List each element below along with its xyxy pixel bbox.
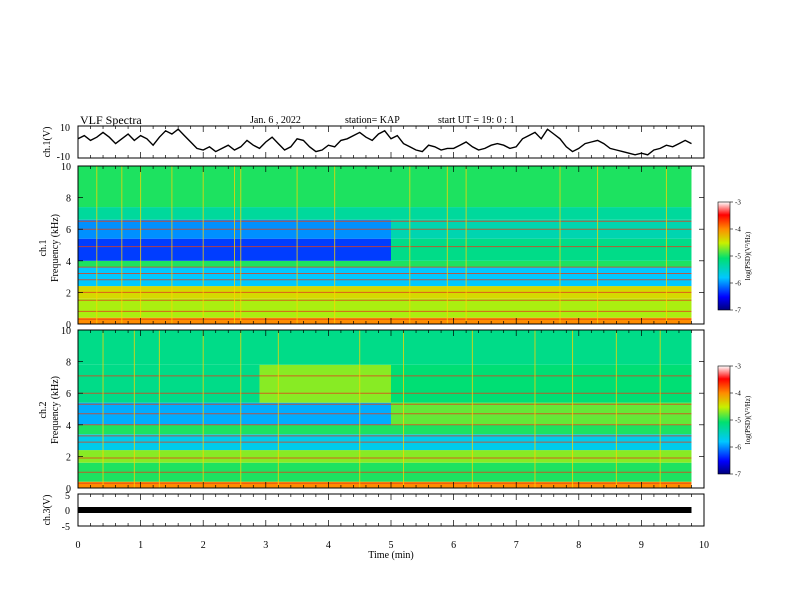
- ch1-spec-axis-label-1: ch.1: [38, 240, 49, 257]
- y-tick-label: 2: [66, 452, 71, 463]
- ch1-ytick-top: 10: [60, 123, 70, 134]
- x-tick-label: 7: [514, 540, 519, 551]
- colorbar-tick-label: -6: [735, 280, 741, 288]
- colorbar-tick-label: -5: [735, 253, 741, 261]
- ch3-voltage-axis-label: ch.3(V): [42, 495, 53, 526]
- ch1-ytick-bottom: -10: [57, 152, 70, 163]
- spectral-band: [78, 364, 260, 403]
- spectral-band: [78, 317, 692, 324]
- y-tick-label: 4: [66, 421, 71, 432]
- spectral-band: [78, 298, 692, 318]
- date-label: Jan. 6 , 2022: [250, 115, 301, 126]
- x-tick-label: 5: [389, 540, 394, 551]
- ch2-colorbar: -3 -4 -5 -6 -7 log(PSD)(V²/Hz): [717, 363, 752, 479]
- ch2-spec-axis-label-2: Frequency (kHz): [50, 376, 61, 444]
- colorbar-tick-label: -3: [735, 199, 741, 207]
- y-tick-label: 10: [61, 326, 71, 337]
- colorbar-tick-label: -7: [735, 471, 741, 479]
- ch2-colorbar-label: log(PSD)(V²/Hz): [744, 395, 752, 444]
- ch1-heatmap: [78, 166, 692, 324]
- colorbar-tick-label: -4: [735, 390, 741, 398]
- figure-title: VLF Spectra: [80, 113, 142, 127]
- y-tick-label: 6: [66, 389, 71, 400]
- x-tick-label: 0: [76, 540, 81, 551]
- ch1-colorbar-label: log(PSD)(V²/Hz): [744, 231, 752, 280]
- station-label: station= KAP: [345, 115, 400, 126]
- y-tick-label: 4: [66, 257, 71, 268]
- ch2-spec-axis-label-1: ch.2: [38, 402, 49, 419]
- x-tick-label: 6: [451, 540, 456, 551]
- spectral-band: [391, 364, 692, 403]
- x-tick-label: 2: [201, 540, 206, 551]
- spectral-band: [78, 207, 692, 220]
- colorbar-tick-label: -3: [735, 363, 741, 371]
- x-axis-label: Time (min): [368, 550, 413, 561]
- y-tick-label: 2: [66, 288, 71, 299]
- ch3-ytick-bottom: -5: [62, 522, 70, 533]
- x-tick-label: 4: [326, 540, 331, 551]
- x-tick-label: 9: [639, 540, 644, 551]
- voltage-trace: [77, 128, 692, 156]
- spectral-band: [78, 481, 692, 488]
- y-tick-label: 10: [61, 162, 71, 173]
- colorbar-tick-label: -5: [735, 417, 741, 425]
- ch1-colorbar-scale: [717, 201, 731, 311]
- ch2-spectrogram-panel: ch.2 Frequency (kHz) 0 2 4 6 8 10: [38, 326, 705, 495]
- spectral-band: [259, 364, 391, 403]
- y-tick-label: 0: [66, 484, 71, 495]
- ch1-colorbar: -3 -4 -5 -6 -7 log(PSD)(V²/Hz): [717, 199, 752, 315]
- ch3-ytick-top: 5: [65, 491, 70, 502]
- ch1-voltage-panel: ch.1(V) 10 -10: [42, 123, 705, 163]
- ch1-spectrogram-panel: ch.1 Frequency (kHz) 0 2 4 6 8 10: [38, 162, 705, 331]
- spectral-band: [78, 166, 692, 208]
- ch1-series: [77, 128, 692, 156]
- x-tick-label: 10: [699, 540, 709, 551]
- spectral-band: [78, 424, 692, 435]
- ch3-ytick-mid: 0: [65, 506, 70, 517]
- ch2-colorbar-scale: [717, 365, 731, 475]
- colorbar-tick-label: -4: [735, 226, 741, 234]
- spectral-band: [78, 260, 692, 268]
- ch1-spec-axis-label-2: Frequency (kHz): [50, 214, 61, 282]
- ch2-heatmap: [78, 330, 692, 488]
- spectral-band: [78, 267, 692, 287]
- spectral-band: [391, 238, 692, 261]
- colorbar-tick-label: -7: [735, 307, 741, 315]
- y-tick-label: 6: [66, 225, 71, 236]
- spectral-band: [78, 330, 692, 365]
- y-tick-label: 8: [66, 194, 71, 205]
- start-time-label: start UT = 19: 0 : 1: [438, 115, 515, 126]
- spectral-band: [78, 450, 692, 463]
- x-tick-label: 1: [138, 540, 143, 551]
- colorbar-tick-label: -6: [735, 444, 741, 452]
- x-tick-label: 3: [263, 540, 268, 551]
- x-tick-label: 8: [576, 540, 581, 551]
- ch3-voltage-panel: ch.3(V) 5 0 -5 0 1 2 3 4 5 6 7 8 9 10 Time (min): [42, 491, 709, 561]
- y-tick-label: 0: [66, 320, 71, 331]
- ch1-voltage-axis-label: ch.1(V): [42, 127, 53, 158]
- y-tick-label: 8: [66, 358, 71, 369]
